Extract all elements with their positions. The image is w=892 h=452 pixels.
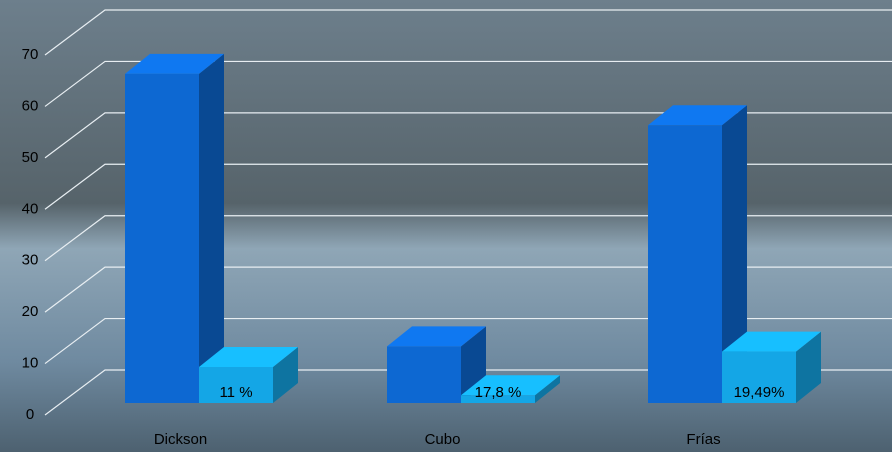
bar-side [273, 347, 298, 403]
y-tick-label: 70 [22, 46, 39, 63]
bar-top [125, 53, 224, 74]
x-tick-label: Cubo [425, 431, 461, 448]
grid-line [44, 215, 892, 262]
y-tick-label: 10 [22, 355, 39, 372]
bar-front [387, 346, 461, 403]
bar-side [199, 53, 224, 403]
y-tick-label: 40 [22, 200, 39, 217]
bar-front [199, 367, 273, 403]
bar [199, 347, 298, 403]
y-tick-label: 0 [26, 406, 34, 423]
bar [125, 53, 224, 403]
bar-side [535, 375, 560, 403]
annotation: 17,8 % [475, 384, 522, 401]
bar [648, 105, 747, 404]
annotation: 11 % [219, 384, 252, 401]
bar-front [722, 351, 796, 403]
grid-line [44, 266, 892, 313]
bar-side [796, 331, 821, 403]
bar-side [722, 105, 747, 404]
bar-top [199, 347, 298, 367]
bar-front [125, 73, 199, 403]
y-tick-label: 30 [22, 252, 39, 269]
grid-line [44, 60, 892, 107]
bar-front [461, 395, 535, 403]
bar-top [648, 105, 747, 126]
bar-top [722, 331, 821, 352]
y-tick-label: 50 [22, 149, 39, 166]
bar-top [461, 375, 560, 396]
bar [722, 331, 821, 403]
grid-line [44, 317, 892, 365]
grid-line [44, 369, 892, 416]
annotation: 19,49% [734, 384, 785, 401]
x-tick-label: Dickson [154, 431, 207, 448]
y-tick-label: 60 [22, 97, 39, 114]
grid-line [44, 9, 892, 56]
x-tick-label: Frías [686, 431, 720, 448]
bar [461, 375, 560, 403]
grid-line [44, 112, 892, 159]
bar-top [387, 326, 486, 347]
bar-front [648, 125, 722, 404]
y-tick-label: 20 [22, 303, 39, 320]
grid-line [44, 163, 892, 210]
